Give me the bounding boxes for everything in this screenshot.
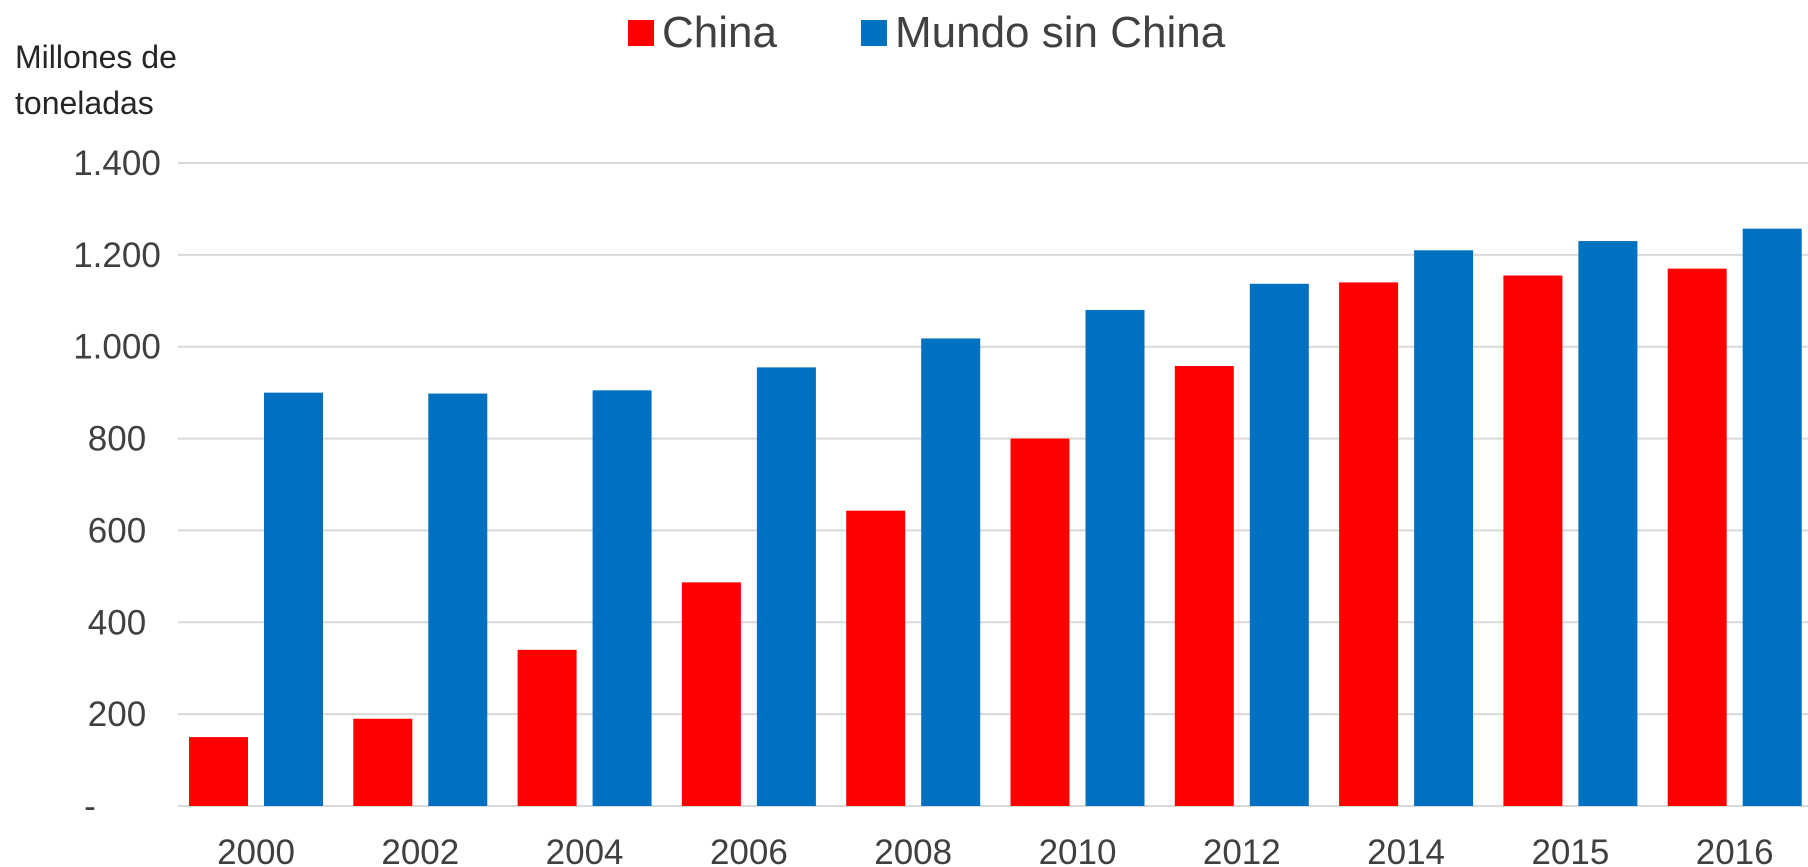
bar-mundo-2010 bbox=[1085, 309, 1145, 806]
legend-swatch-mundo bbox=[860, 20, 887, 46]
bar-mundo-2002 bbox=[428, 393, 488, 806]
x-tick-label: 2002 bbox=[381, 833, 459, 867]
legend-item-mundo: Mundo sin China bbox=[860, 8, 1226, 58]
y-tick-label: 800 bbox=[88, 420, 146, 459]
x-tick-label: 2008 bbox=[874, 833, 952, 867]
bar-china-2006 bbox=[681, 582, 741, 806]
legend-swatch-china bbox=[628, 20, 654, 46]
bar-mundo-2016 bbox=[1742, 228, 1802, 806]
y-tick-label: 1.000 bbox=[73, 328, 161, 367]
bar-mundo-2012 bbox=[1249, 283, 1309, 807]
legend-label-china: China bbox=[662, 8, 777, 57]
bar-mundo-2000 bbox=[264, 392, 323, 806]
bar-mundo-2006 bbox=[756, 367, 816, 806]
x-tick-label: 2004 bbox=[546, 833, 624, 867]
bar-china-2004 bbox=[517, 649, 577, 806]
x-tick-label: 2012 bbox=[1203, 833, 1281, 867]
y-tick-label: 400 bbox=[88, 603, 146, 642]
x-tick-label: 2006 bbox=[710, 833, 788, 867]
bar-china-2002 bbox=[353, 718, 413, 806]
legend-label-mundo: Mundo sin China bbox=[894, 8, 1226, 57]
y-tick-label: 200 bbox=[88, 695, 146, 734]
bar-china-2008 bbox=[846, 510, 906, 806]
legend: China Mundo sin China bbox=[628, 8, 1309, 58]
bar-china-2014 bbox=[1339, 282, 1399, 806]
bar-china-2012 bbox=[1174, 366, 1234, 806]
y-tick-label: 1.400 bbox=[73, 144, 161, 183]
y-tick-label: 1.200 bbox=[73, 236, 161, 275]
bar-china-2010 bbox=[1010, 438, 1070, 806]
bar-china-2015 bbox=[1503, 275, 1563, 806]
x-tick-label: 2014 bbox=[1367, 833, 1445, 867]
x-tick-label: 2015 bbox=[1531, 833, 1609, 867]
y-axis-title: Millones de toneladas bbox=[15, 39, 177, 121]
bar-mundo-2014 bbox=[1414, 250, 1474, 806]
x-tick-label: 2010 bbox=[1039, 833, 1117, 867]
bar-china-2016 bbox=[1667, 268, 1727, 806]
legend-item-china: China bbox=[628, 8, 777, 58]
bar-mundo-2004 bbox=[592, 390, 652, 806]
bar-mundo-2008 bbox=[921, 338, 981, 806]
bar-china-2000 bbox=[189, 737, 248, 806]
x-tick-label: 2000 bbox=[217, 833, 295, 867]
y-tick-label: - bbox=[84, 787, 96, 826]
y-tick-label: 600 bbox=[88, 511, 146, 550]
x-tick-label: 2016 bbox=[1696, 833, 1774, 867]
bar-mundo-2015 bbox=[1578, 241, 1638, 807]
